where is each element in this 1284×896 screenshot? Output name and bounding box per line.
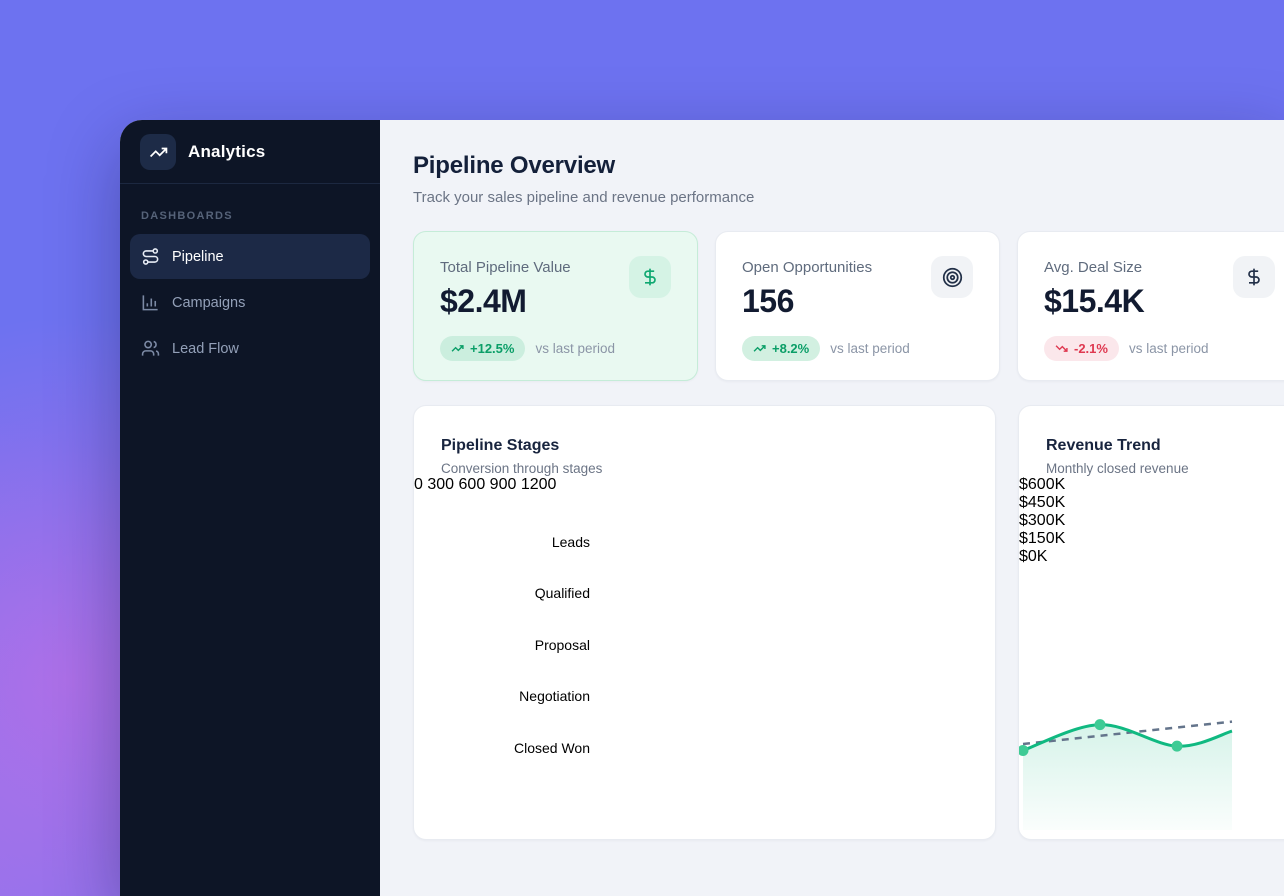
chart-header: Pipeline Stages Conversion through stage… — [414, 406, 995, 476]
y-tick: $600K — [1019, 476, 1066, 493]
y-tick: $0K — [1019, 548, 1048, 565]
route-icon — [141, 247, 160, 266]
x-tick: 600 — [458, 476, 486, 493]
dollar-icon — [629, 256, 671, 298]
revenue-area-fill — [1023, 724, 1232, 830]
chart-header: Revenue Trend Monthly closed revenue — [1019, 406, 1284, 476]
trend-dashed-line — [1022, 720, 1233, 746]
kpi-compare-label: vs last period — [535, 341, 615, 356]
bar-row: Closed Won — [441, 722, 968, 774]
page-title: Pipeline Overview — [413, 152, 616, 179]
kpi-label: Total Pipeline Value — [440, 259, 571, 276]
app-logo: Analytics — [120, 120, 380, 183]
gridline-row: $600K — [1019, 476, 1284, 494]
revenue-trend-chart-card: Revenue Trend Monthly closed revenue $60… — [1018, 405, 1284, 840]
chart-subtitle: Monthly closed revenue — [1046, 461, 1189, 476]
chart-subtitle: Conversion through stages — [441, 461, 603, 476]
bar-row: Proposal — [441, 619, 968, 671]
dollar-icon — [1233, 256, 1275, 298]
sidebar-nav: Pipeline Campaigns Lead Flow — [120, 234, 380, 371]
trending-up-icon — [451, 345, 464, 352]
app-window: Analytics DASHBOARDS Pipeline Campaigns — [120, 120, 1284, 896]
target-icon — [931, 256, 973, 298]
sidebar-section-label: DASHBOARDS — [141, 210, 233, 222]
x-tick: 1200 — [520, 476, 557, 493]
y-tick: $300K — [1019, 512, 1066, 529]
delta-badge: +8.2% — [742, 336, 821, 361]
kpi-card-avg-deal-size: Avg. Deal Size $15.4K -2.1% vs last peri… — [1017, 231, 1284, 381]
pipeline-stages-chart-card: Pipeline Stages Conversion through stage… — [413, 405, 996, 840]
main-content: Pipeline Overview Track your sales pipel… — [380, 120, 1284, 896]
app-name: Analytics — [188, 142, 266, 161]
bar-category-label: Leads — [551, 533, 590, 550]
sidebar-divider — [120, 183, 380, 184]
kpi-card-open-opportunities: Open Opportunities 156 +8.2% vs last per… — [715, 231, 1000, 381]
sidebar: Analytics DASHBOARDS Pipeline Campaigns — [120, 120, 380, 896]
sidebar-item-label: Lead Flow — [172, 340, 239, 357]
bar-row: Negotiation — [441, 671, 968, 723]
kpi-value: $15.4K — [1044, 283, 1145, 319]
kpi-compare-label: vs last period — [830, 341, 910, 356]
bar-category-label: Closed Won — [513, 739, 590, 756]
delta-badge: +12.5% — [440, 336, 526, 361]
kpi-card-total-pipeline-value: Total Pipeline Value $2.4M +12.5% vs las… — [413, 231, 698, 381]
delta-badge: -2.1% — [1044, 336, 1119, 361]
bar-row: Qualified — [441, 568, 968, 620]
bar-row: Leads — [441, 516, 968, 568]
sidebar-item-label: Pipeline — [172, 248, 224, 265]
chart-title: Revenue Trend — [1046, 437, 1161, 454]
revenue-data-points — [1019, 719, 1183, 756]
kpi-label: Avg. Deal Size — [1044, 259, 1143, 276]
bar-category-label: Proposal — [534, 636, 590, 653]
sidebar-item-lead-flow[interactable]: Lead Flow — [130, 326, 370, 371]
x-tick: 900 — [489, 476, 517, 493]
kpi-footer: +8.2% vs last period — [742, 336, 973, 361]
revenue-line — [1022, 723, 1233, 752]
bar-category-label: Negotiation — [519, 688, 590, 705]
trending-up-icon — [140, 134, 176, 170]
x-tick: 300 — [427, 476, 455, 493]
x-tick: 0 — [414, 476, 423, 493]
sidebar-item-label: Campaigns — [172, 294, 246, 311]
kpi-row: Total Pipeline Value $2.4M +12.5% vs las… — [413, 231, 1284, 381]
y-tick: $150K — [1019, 530, 1066, 547]
bar-chart: Leads Qualified Proposal Negotiatio — [441, 516, 968, 774]
users-icon — [141, 339, 160, 358]
delta-value: -2.1% — [1074, 341, 1108, 356]
trending-up-icon — [753, 345, 766, 352]
chart-title: Pipeline Stages — [441, 437, 560, 454]
gridline-row: $0K — [1019, 548, 1284, 566]
gridline-row: $300K — [1019, 512, 1284, 530]
sidebar-item-campaigns[interactable]: Campaigns — [130, 280, 370, 325]
kpi-value: 156 — [742, 283, 794, 319]
page-subtitle: Track your sales pipeline and revenue pe… — [413, 189, 755, 206]
delta-value: +12.5% — [470, 341, 515, 356]
sidebar-item-pipeline[interactable]: Pipeline — [130, 234, 370, 279]
kpi-value: $2.4M — [440, 283, 527, 319]
trending-down-icon — [1055, 345, 1068, 352]
line-chart — [1019, 719, 1233, 830]
charts-row: Pipeline Stages Conversion through stage… — [413, 405, 1284, 840]
kpi-footer: +12.5% vs last period — [440, 336, 671, 361]
gridline-row: $450K — [1019, 494, 1284, 512]
kpi-label: Open Opportunities — [742, 259, 873, 276]
kpi-footer: -2.1% vs last period — [1044, 336, 1275, 361]
bar-category-label: Qualified — [534, 585, 590, 602]
gridline-row: $150K — [1019, 530, 1284, 548]
delta-value: +8.2% — [772, 341, 810, 356]
y-tick: $450K — [1019, 494, 1066, 511]
x-axis: 0 300 600 900 1200 — [414, 476, 995, 494]
bar-chart-icon — [141, 293, 160, 312]
kpi-compare-label: vs last period — [1128, 341, 1209, 356]
